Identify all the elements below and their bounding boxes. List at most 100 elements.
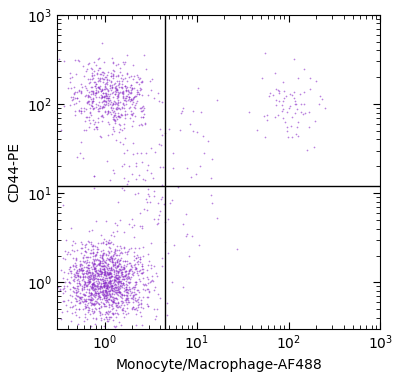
Point [108, 274, 114, 280]
Point [132, 264, 138, 270]
Point [114, 276, 121, 282]
Point [112, 84, 118, 90]
Point [80, 258, 86, 264]
Point [100, 236, 107, 242]
Point [99, 278, 106, 284]
Point [98, 271, 104, 277]
Point [92, 290, 99, 296]
Point [138, 80, 144, 86]
Point [110, 117, 117, 123]
Point [184, 230, 190, 236]
Point [113, 73, 120, 79]
Point [74, 268, 81, 274]
Point [137, 254, 143, 260]
Point [102, 251, 109, 257]
Point [126, 94, 132, 100]
Point [122, 75, 128, 81]
Point [130, 304, 137, 310]
Point [117, 289, 123, 295]
Point [122, 287, 129, 293]
Point [93, 87, 100, 93]
Point [87, 246, 94, 252]
Point [94, 270, 100, 276]
Point [68, 269, 74, 276]
Point [146, 288, 152, 294]
Point [87, 291, 94, 297]
Point [86, 79, 93, 85]
Point [146, 289, 153, 295]
Point [154, 273, 160, 279]
Point [94, 273, 101, 279]
Point [88, 282, 95, 288]
Point [120, 307, 126, 313]
Point [103, 92, 110, 99]
Point [123, 71, 130, 77]
Point [116, 319, 122, 325]
Point [117, 106, 123, 112]
Point [67, 268, 74, 274]
Point [104, 252, 111, 258]
Point [91, 287, 98, 293]
Point [70, 262, 76, 268]
Point [88, 302, 94, 308]
Point [188, 174, 194, 180]
Point [79, 265, 86, 271]
Point [117, 270, 124, 276]
Point [113, 287, 120, 293]
Point [108, 70, 114, 76]
Point [74, 283, 80, 289]
Point [72, 255, 79, 261]
Point [120, 314, 127, 320]
Point [96, 257, 102, 263]
Point [134, 299, 141, 305]
Point [110, 258, 116, 265]
Point [300, 111, 306, 117]
Point [84, 114, 90, 120]
Point [97, 283, 103, 290]
Point [109, 303, 115, 309]
Point [77, 294, 84, 300]
Point [92, 290, 99, 296]
Point [103, 99, 109, 105]
Point [116, 289, 122, 295]
Point [76, 266, 83, 273]
Point [89, 266, 96, 272]
Point [97, 266, 104, 272]
Point [108, 232, 114, 238]
Point [99, 40, 105, 46]
Point [112, 265, 119, 271]
Point [105, 263, 111, 269]
Point [156, 126, 163, 132]
Point [95, 290, 101, 296]
Point [104, 80, 110, 86]
Point [155, 291, 161, 298]
Point [123, 296, 129, 302]
Point [113, 272, 120, 278]
Point [112, 295, 118, 301]
Point [116, 286, 122, 292]
Point [110, 263, 117, 269]
Point [73, 296, 79, 302]
Point [116, 129, 122, 135]
Point [118, 90, 125, 96]
Point [98, 283, 105, 290]
Point [95, 290, 102, 296]
Point [126, 279, 133, 285]
Point [291, 95, 298, 101]
Point [127, 274, 134, 280]
Point [103, 100, 109, 106]
Point [102, 302, 108, 309]
Point [119, 105, 125, 111]
Point [115, 82, 122, 88]
Point [112, 284, 118, 290]
Point [90, 310, 96, 316]
Point [110, 102, 116, 108]
Point [63, 302, 69, 308]
Point [91, 260, 98, 266]
Point [96, 305, 102, 311]
Point [96, 103, 103, 109]
Point [107, 294, 114, 301]
Point [82, 301, 88, 307]
Point [85, 98, 91, 104]
Point [104, 269, 110, 276]
